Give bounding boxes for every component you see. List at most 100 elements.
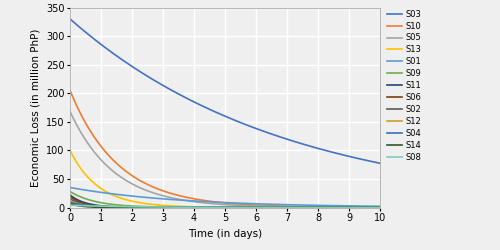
S09	[308, 206, 314, 209]
S06	[314, 206, 320, 209]
S04	[67, 201, 73, 204]
Line: S06: S06	[70, 196, 380, 207]
S08	[377, 206, 383, 209]
S09	[192, 206, 198, 209]
S12	[98, 205, 104, 208]
S08	[67, 204, 73, 207]
S12	[308, 206, 314, 209]
S03	[192, 101, 198, 104]
S13	[308, 206, 314, 209]
S06	[280, 206, 286, 209]
S01	[98, 191, 104, 194]
S14	[192, 206, 198, 209]
S04	[192, 206, 198, 209]
S02	[204, 206, 210, 209]
Line: S09: S09	[70, 192, 380, 208]
S01	[314, 204, 320, 207]
Line: S12: S12	[70, 201, 380, 207]
S10	[308, 205, 314, 208]
S11	[192, 206, 198, 209]
S04	[377, 206, 383, 209]
S11	[308, 206, 314, 209]
S11	[377, 206, 383, 209]
S04	[98, 205, 104, 208]
S05	[377, 206, 383, 209]
S14	[377, 206, 383, 209]
S12	[280, 206, 286, 209]
S03	[67, 18, 73, 20]
S10	[204, 199, 210, 202]
S06	[98, 205, 104, 208]
S01	[308, 204, 314, 207]
Line: S04: S04	[70, 202, 380, 207]
S05	[314, 206, 320, 209]
S09	[314, 206, 320, 209]
S10	[314, 205, 320, 208]
S05	[98, 159, 104, 162]
S03	[308, 145, 314, 148]
S10	[98, 146, 104, 149]
S13	[204, 206, 210, 208]
S01	[204, 200, 210, 203]
S13	[67, 149, 73, 152]
S08	[192, 206, 198, 209]
S09	[67, 190, 73, 193]
S03	[377, 162, 383, 165]
S14	[67, 202, 73, 205]
S12	[67, 199, 73, 202]
S04	[280, 206, 286, 209]
S05	[280, 205, 286, 208]
S09	[204, 206, 210, 209]
S02	[67, 197, 73, 200]
S02	[308, 206, 314, 209]
S02	[377, 206, 383, 209]
S06	[377, 206, 383, 209]
S05	[67, 110, 73, 113]
S11	[98, 204, 104, 207]
S08	[98, 205, 104, 208]
S14	[280, 206, 286, 209]
S06	[204, 206, 210, 209]
S05	[192, 200, 198, 203]
S10	[67, 89, 73, 92]
S09	[280, 206, 286, 209]
Line: S14: S14	[70, 204, 380, 208]
Line: S05: S05	[70, 112, 380, 208]
Line: S11: S11	[70, 195, 380, 207]
S14	[314, 206, 320, 209]
S09	[98, 201, 104, 204]
S11	[67, 194, 73, 196]
S05	[204, 202, 210, 204]
S02	[192, 206, 198, 209]
S14	[98, 206, 104, 209]
S11	[280, 206, 286, 209]
Line: S01: S01	[70, 188, 380, 206]
S08	[308, 206, 314, 209]
Legend: S03, S10, S05, S13, S01, S09, S11, S06, S02, S12, S04, S14, S08: S03, S10, S05, S13, S01, S09, S11, S06, …	[388, 10, 422, 162]
Line: S08: S08	[70, 205, 380, 208]
S02	[98, 206, 104, 208]
S12	[377, 206, 383, 209]
S06	[192, 206, 198, 209]
S14	[204, 206, 210, 209]
S09	[377, 206, 383, 209]
S06	[67, 194, 73, 198]
Line: S03: S03	[70, 19, 380, 163]
Line: S02: S02	[70, 198, 380, 207]
S03	[314, 147, 320, 150]
Line: S10: S10	[70, 90, 380, 207]
S01	[280, 203, 286, 206]
S10	[280, 205, 286, 208]
X-axis label: Time (in days): Time (in days)	[188, 228, 262, 238]
S13	[280, 206, 286, 209]
S08	[280, 206, 286, 209]
S08	[204, 206, 210, 209]
S11	[204, 206, 210, 209]
S10	[377, 206, 383, 209]
S03	[280, 136, 286, 139]
S04	[308, 206, 314, 209]
S01	[67, 186, 73, 189]
S01	[192, 200, 198, 202]
S04	[204, 206, 210, 209]
Y-axis label: Economic Loss (in million PhP): Economic Loss (in million PhP)	[30, 28, 40, 187]
